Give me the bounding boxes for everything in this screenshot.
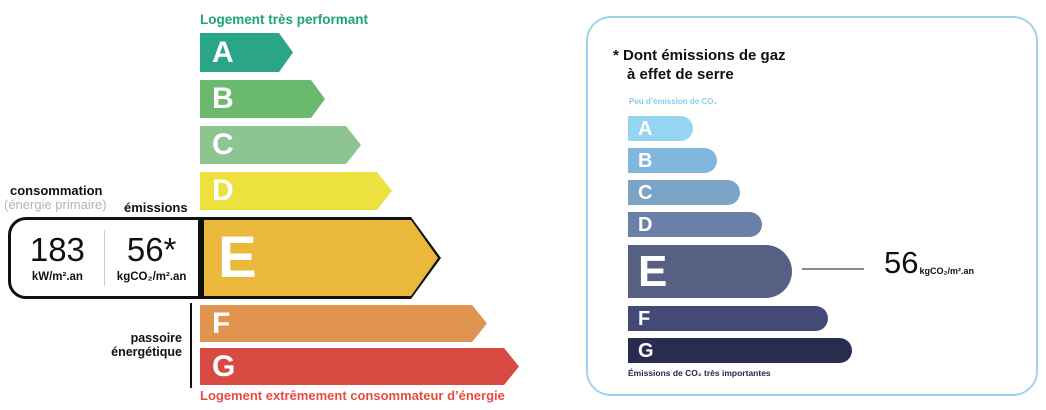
class-letter-C: C	[638, 181, 653, 204]
ghg-value-unit: kgCO₂/m².an	[919, 266, 974, 276]
ghg-class-bar-E: E	[628, 245, 792, 298]
class-letter-D: D	[212, 174, 234, 207]
class-letter-G: G	[212, 349, 236, 383]
energy-class-bar-E: E	[201, 217, 441, 299]
energy-class-bar-E-fill: E	[204, 220, 438, 296]
emissions-score: 56* kgCO₂/m².an	[105, 220, 198, 296]
energy-class-bar-A: A	[200, 33, 293, 72]
energy-class-bar-D: D	[200, 172, 392, 210]
ghg-value-connector-line	[802, 268, 864, 270]
ghg-class-bar-G: G	[628, 338, 852, 363]
class-letter-F: F	[638, 307, 651, 330]
class-letter-B: B	[638, 149, 653, 172]
consumption-unit: kW/m².an	[31, 270, 83, 283]
energy-class-bar-G: G	[200, 348, 519, 385]
ghg-class-bar-F: F	[628, 306, 828, 331]
energy-scale-header: Logement très performant	[200, 12, 369, 27]
energy-class-bar-F: F	[200, 305, 487, 342]
energy-sieve-label: passoire énergétique	[111, 331, 182, 359]
ghg-class-bar-B: B	[628, 148, 717, 173]
class-letter-E: E	[638, 246, 668, 296]
class-letter-G: G	[638, 339, 654, 362]
class-letter-B: B	[212, 82, 234, 115]
energy-sieve-bracket-line	[190, 303, 192, 388]
class-letter-C: C	[212, 128, 234, 161]
class-letter-F: F	[212, 306, 231, 340]
class-letter-A: A	[212, 35, 234, 69]
ghg-class-bar-A: A	[628, 116, 693, 141]
emissions-label: émissions	[124, 200, 188, 215]
consumption-note-label: (énergie primaire)	[4, 197, 107, 212]
energy-class-bar-C: C	[200, 126, 361, 164]
energy-class-bar-B: B	[200, 80, 325, 118]
class-letter-D: D	[638, 213, 653, 236]
ghg-class-bar-C: C	[628, 180, 740, 205]
consumption-score: 183 kW/m².an	[11, 220, 104, 296]
ghg-caption-high: Émissions de CO₂ très importantes	[628, 368, 771, 378]
ghg-panel-title: * Dont émissions de gaz à effet de serre	[613, 47, 786, 83]
ghg-panel-frame	[586, 16, 1038, 396]
class-letter-E: E	[218, 225, 257, 290]
energy-scale-footer: Logement extrêmement consommateur d’éner…	[200, 388, 505, 403]
consumption-label: consommation	[10, 183, 103, 198]
ghg-value: 56	[884, 245, 919, 280]
score-box: 183 kW/m².an 56* kgCO₂/m².an	[8, 217, 201, 299]
emissions-unit: kgCO₂/m².an	[116, 270, 187, 283]
score-box-divider	[103, 230, 106, 286]
ghg-class-bar-D: D	[628, 212, 762, 237]
ghg-caption-low: Peu d’émission de CO₂	[629, 97, 718, 106]
class-letter-A: A	[638, 117, 653, 140]
consumption-value: 183	[29, 230, 85, 268]
emissions-value: 56*	[126, 230, 177, 268]
ghg-value-group: 56 kgCO₂/m².an	[884, 247, 974, 278]
